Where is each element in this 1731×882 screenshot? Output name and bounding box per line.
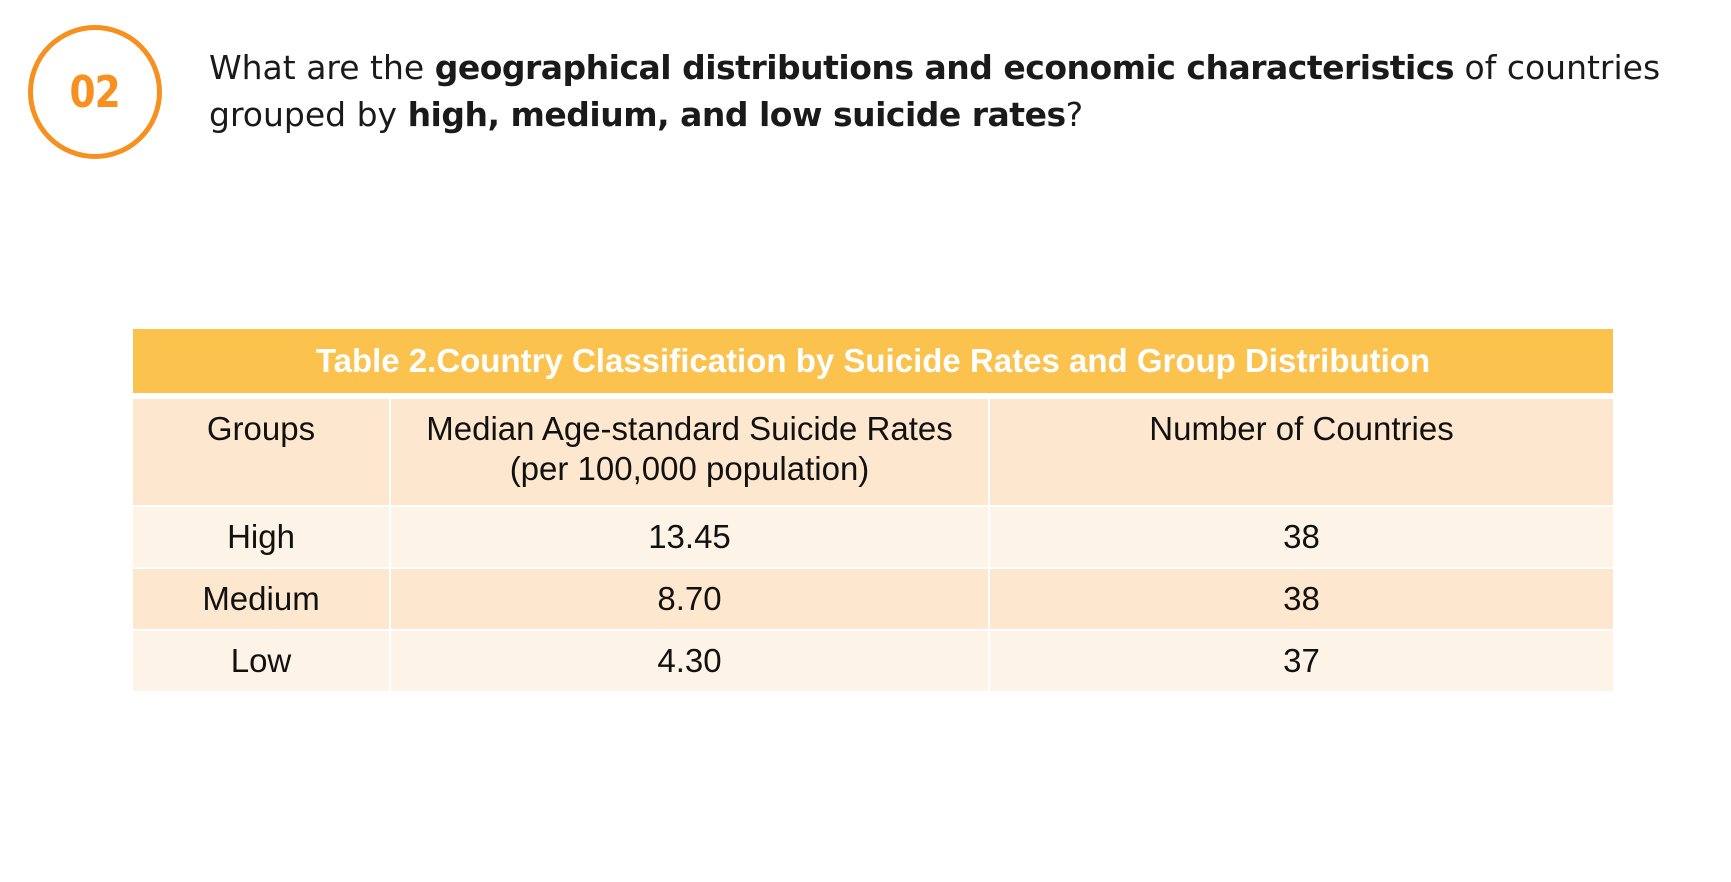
cell-group: Medium [133, 568, 391, 631]
question-part-1: What are the [209, 48, 435, 87]
question-number: 02 [69, 66, 121, 118]
data-table: Groups Median Age-standard Suicide Rates… [133, 399, 1613, 691]
question-bold-2: high, medium, and low suicide rates [407, 95, 1067, 134]
cell-median: 13.45 [390, 506, 990, 569]
classification-table: Table 2.Country Classification by Suicid… [133, 329, 1613, 691]
question-part-2: of countries grouped by [209, 48, 1661, 134]
cell-count: 38 [989, 568, 1613, 631]
header-median-rate: Median Age-standard Suicide Rates (per 1… [390, 399, 990, 507]
header-groups: Groups [133, 399, 391, 507]
question-text: What are the geographical distributions … [209, 44, 1689, 138]
table-row: Low 4.30 37 [133, 630, 1613, 691]
cell-median: 8.70 [390, 568, 990, 631]
table-caption: Table 2.Country Classification by Suicid… [133, 329, 1613, 393]
header-median-line-1: Median Age-standard Suicide Rates [426, 410, 953, 447]
cell-count: 38 [989, 506, 1613, 569]
cell-group: Low [133, 630, 391, 691]
header-median-line-2: (per 100,000 population) [509, 450, 870, 487]
question-bold-1: geographical distributions and economic … [434, 48, 1455, 87]
question-number-badge: 02 [28, 25, 162, 159]
table-row: High 13.45 38 [133, 506, 1613, 569]
question-part-3: ? [1065, 95, 1084, 134]
table-header-row: Groups Median Age-standard Suicide Rates… [133, 399, 1613, 507]
header-country-count: Number of Countries [989, 399, 1613, 507]
cell-count: 37 [989, 630, 1613, 691]
cell-median: 4.30 [390, 630, 990, 691]
cell-group: High [133, 506, 391, 569]
table-row: Medium 8.70 38 [133, 568, 1613, 631]
